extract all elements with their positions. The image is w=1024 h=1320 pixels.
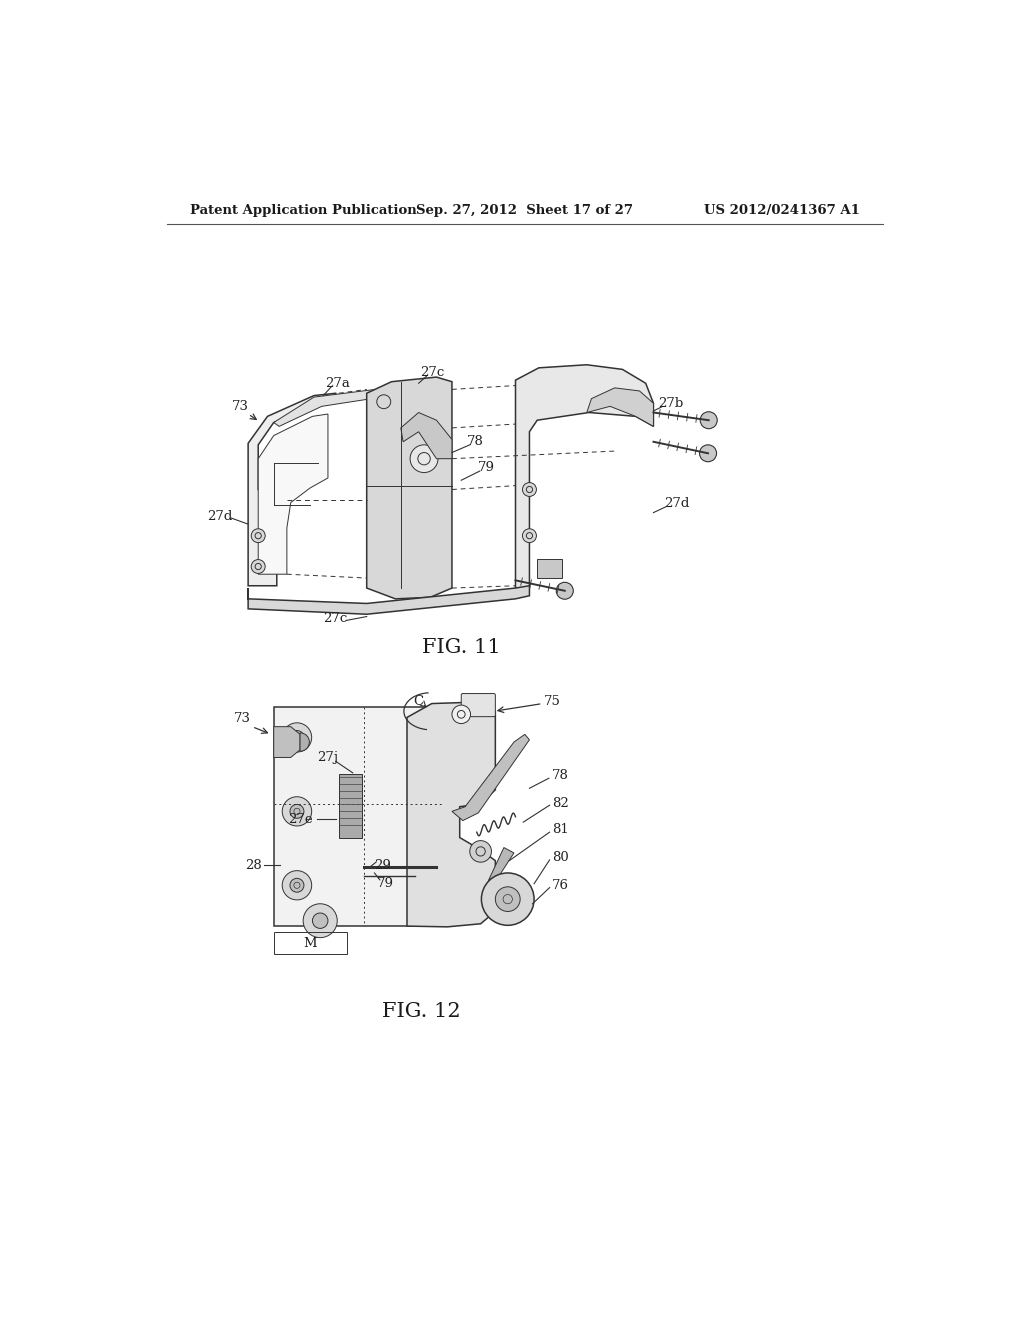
Text: 27c: 27c	[420, 366, 444, 379]
Text: 27b: 27b	[657, 397, 683, 409]
Polygon shape	[248, 393, 339, 586]
Text: 29: 29	[374, 859, 390, 871]
Text: 79: 79	[477, 462, 495, 474]
Polygon shape	[367, 378, 452, 599]
Polygon shape	[587, 388, 653, 426]
Circle shape	[481, 873, 535, 925]
Circle shape	[522, 529, 537, 543]
Text: 27d: 27d	[664, 496, 689, 510]
Wedge shape	[300, 733, 309, 751]
Bar	[273, 706, 444, 927]
Circle shape	[283, 797, 311, 826]
Circle shape	[290, 878, 304, 892]
Text: 75: 75	[545, 694, 561, 708]
Circle shape	[283, 871, 311, 900]
Text: 82: 82	[552, 797, 568, 810]
Polygon shape	[538, 558, 562, 578]
Polygon shape	[407, 702, 496, 927]
Circle shape	[290, 804, 304, 818]
Polygon shape	[258, 414, 328, 574]
FancyBboxPatch shape	[461, 693, 496, 717]
Text: 27a: 27a	[325, 376, 349, 389]
Text: 28: 28	[245, 859, 262, 871]
Circle shape	[452, 705, 471, 723]
Text: Patent Application Publication: Patent Application Publication	[190, 205, 417, 218]
Polygon shape	[248, 586, 529, 614]
Text: 79: 79	[377, 878, 394, 890]
Circle shape	[290, 730, 304, 744]
Text: 27e: 27e	[288, 813, 312, 825]
Circle shape	[283, 723, 311, 752]
Polygon shape	[400, 412, 452, 459]
Text: Sep. 27, 2012  Sheet 17 of 27: Sep. 27, 2012 Sheet 17 of 27	[417, 205, 633, 218]
Text: 76: 76	[552, 879, 569, 892]
Circle shape	[251, 560, 265, 573]
Circle shape	[522, 483, 537, 496]
Text: 73: 73	[231, 400, 249, 413]
Polygon shape	[488, 847, 514, 880]
Polygon shape	[273, 388, 391, 426]
Circle shape	[556, 582, 573, 599]
Text: 78: 78	[467, 436, 483, 449]
Text: M: M	[303, 936, 317, 949]
Circle shape	[496, 887, 520, 911]
Text: 73: 73	[234, 713, 251, 726]
Circle shape	[312, 913, 328, 928]
Circle shape	[700, 412, 717, 429]
Bar	[273, 932, 347, 954]
Circle shape	[699, 445, 717, 462]
Text: FIG. 11: FIG. 11	[422, 638, 501, 657]
Circle shape	[251, 529, 265, 543]
Polygon shape	[452, 734, 529, 821]
Text: C: C	[414, 694, 424, 708]
Circle shape	[470, 841, 492, 862]
Circle shape	[410, 445, 438, 473]
Text: 78: 78	[552, 770, 569, 783]
Text: 81: 81	[552, 824, 568, 837]
Text: US 2012/0241367 A1: US 2012/0241367 A1	[703, 205, 859, 218]
Text: 27c: 27c	[324, 612, 348, 626]
Text: 27j: 27j	[317, 751, 339, 764]
Polygon shape	[515, 364, 653, 589]
Text: 80: 80	[552, 851, 568, 865]
Polygon shape	[273, 726, 300, 758]
Bar	[339, 775, 362, 837]
Text: 27d: 27d	[207, 510, 232, 523]
Text: FIG. 12: FIG. 12	[382, 1002, 460, 1022]
Circle shape	[303, 904, 337, 937]
